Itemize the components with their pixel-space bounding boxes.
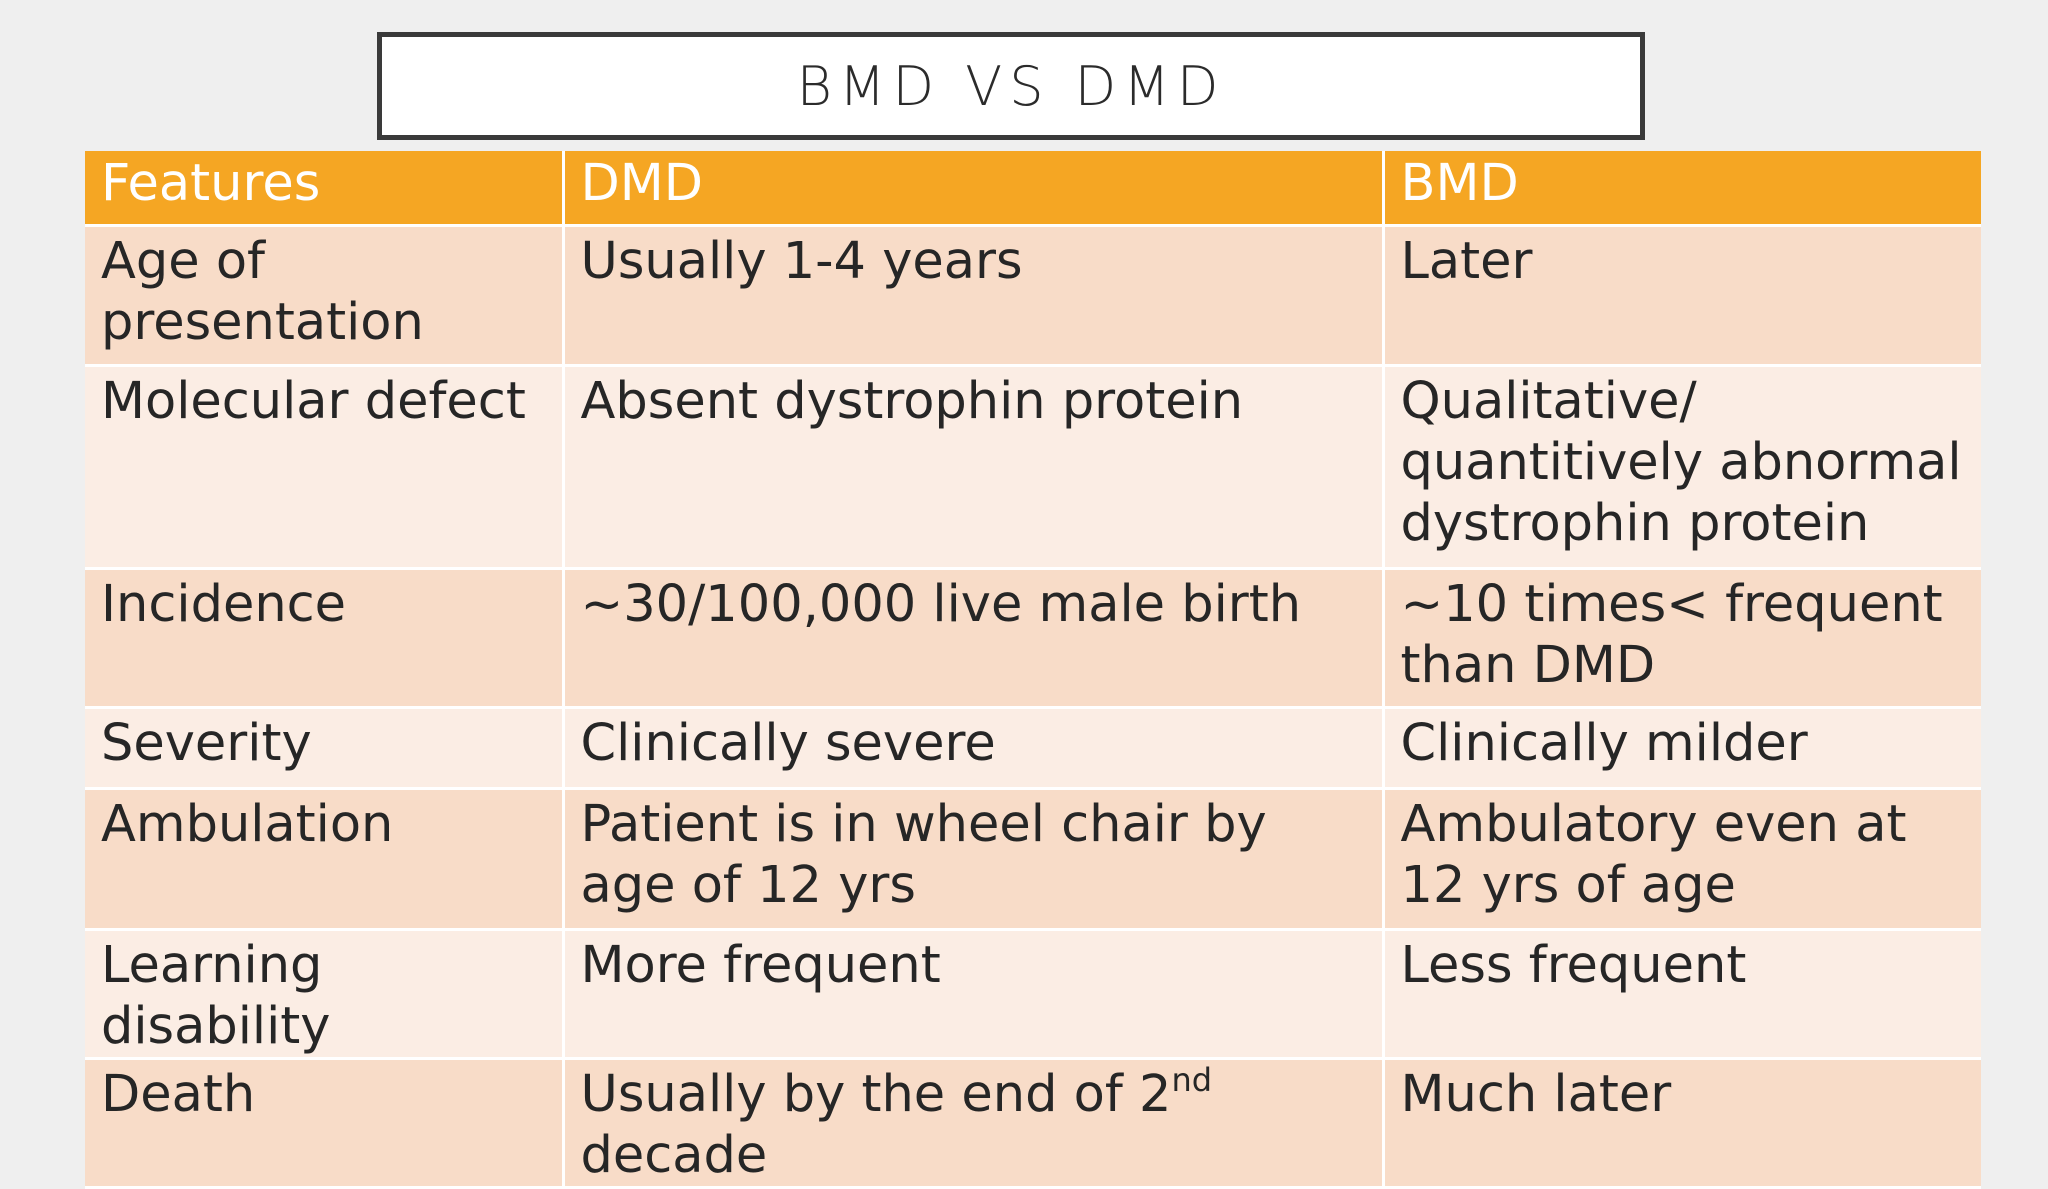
ordinal-suffix: nd	[1171, 1061, 1213, 1099]
dmd-cell: Absent dystrophin protein	[563, 365, 1385, 570]
header-bmd: BMD	[1383, 151, 1981, 227]
dmd-text-suffix: decade	[580, 1126, 768, 1185]
table-row: Incidence ~30/100,000 live male birth ~1…	[85, 568, 1981, 709]
comparison-table: Features DMD BMD Age of presentation Usu…	[85, 151, 1981, 1189]
dmd-cell: ~30/100,000 live male birth	[563, 568, 1385, 709]
table-row: Severity Clinically severe Clinically mi…	[85, 707, 1981, 790]
dmd-cell: More frequent	[563, 929, 1385, 1060]
table-row: Age of presentation Usually 1-4 years La…	[85, 225, 1981, 367]
bmd-cell: Much later	[1383, 1058, 1981, 1189]
feature-cell: Incidence	[85, 568, 565, 709]
feature-cell: Severity	[85, 707, 565, 790]
table-header-row: Features DMD BMD	[85, 151, 1981, 227]
feature-cell: Death	[85, 1058, 565, 1189]
table-row: Learning disability More frequent Less f…	[85, 929, 1981, 1060]
dmd-cell: Usually by the end of 2nd decade	[563, 1058, 1385, 1189]
bmd-cell: ~10 times< frequent than DMD	[1383, 568, 1981, 709]
bmd-cell: Clinically milder	[1383, 707, 1981, 790]
header-features: Features	[85, 151, 565, 227]
dmd-cell: Clinically severe	[563, 707, 1385, 790]
table-row: Ambulation Patient is in wheel chair by …	[85, 788, 1981, 931]
feature-cell: Age of presentation	[85, 225, 565, 367]
bmd-cell: Qualitative/ quantitively abnormal dystr…	[1383, 365, 1981, 570]
slide-title-box: BMD VS DMD	[377, 32, 1645, 140]
table-row: Molecular defect Absent dystrophin prote…	[85, 365, 1981, 570]
bmd-cell: Less frequent	[1383, 929, 1981, 1060]
feature-cell: Learning disability	[85, 929, 565, 1060]
feature-cell: Molecular defect	[85, 365, 565, 570]
slide-title: BMD VS DMD	[796, 54, 1226, 118]
table-row: Death Usually by the end of 2nd decade M…	[85, 1058, 1981, 1189]
bmd-cell: Ambulatory even at 12 yrs of age	[1383, 788, 1981, 931]
feature-cell: Ambulation	[85, 788, 565, 931]
header-dmd: DMD	[563, 151, 1385, 227]
dmd-cell: Patient is in wheel chair by age of 12 y…	[563, 788, 1385, 931]
dmd-cell: Usually 1-4 years	[563, 225, 1385, 367]
bmd-cell: Later	[1383, 225, 1981, 367]
dmd-text-prefix: Usually by the end of 2	[580, 1065, 1172, 1124]
